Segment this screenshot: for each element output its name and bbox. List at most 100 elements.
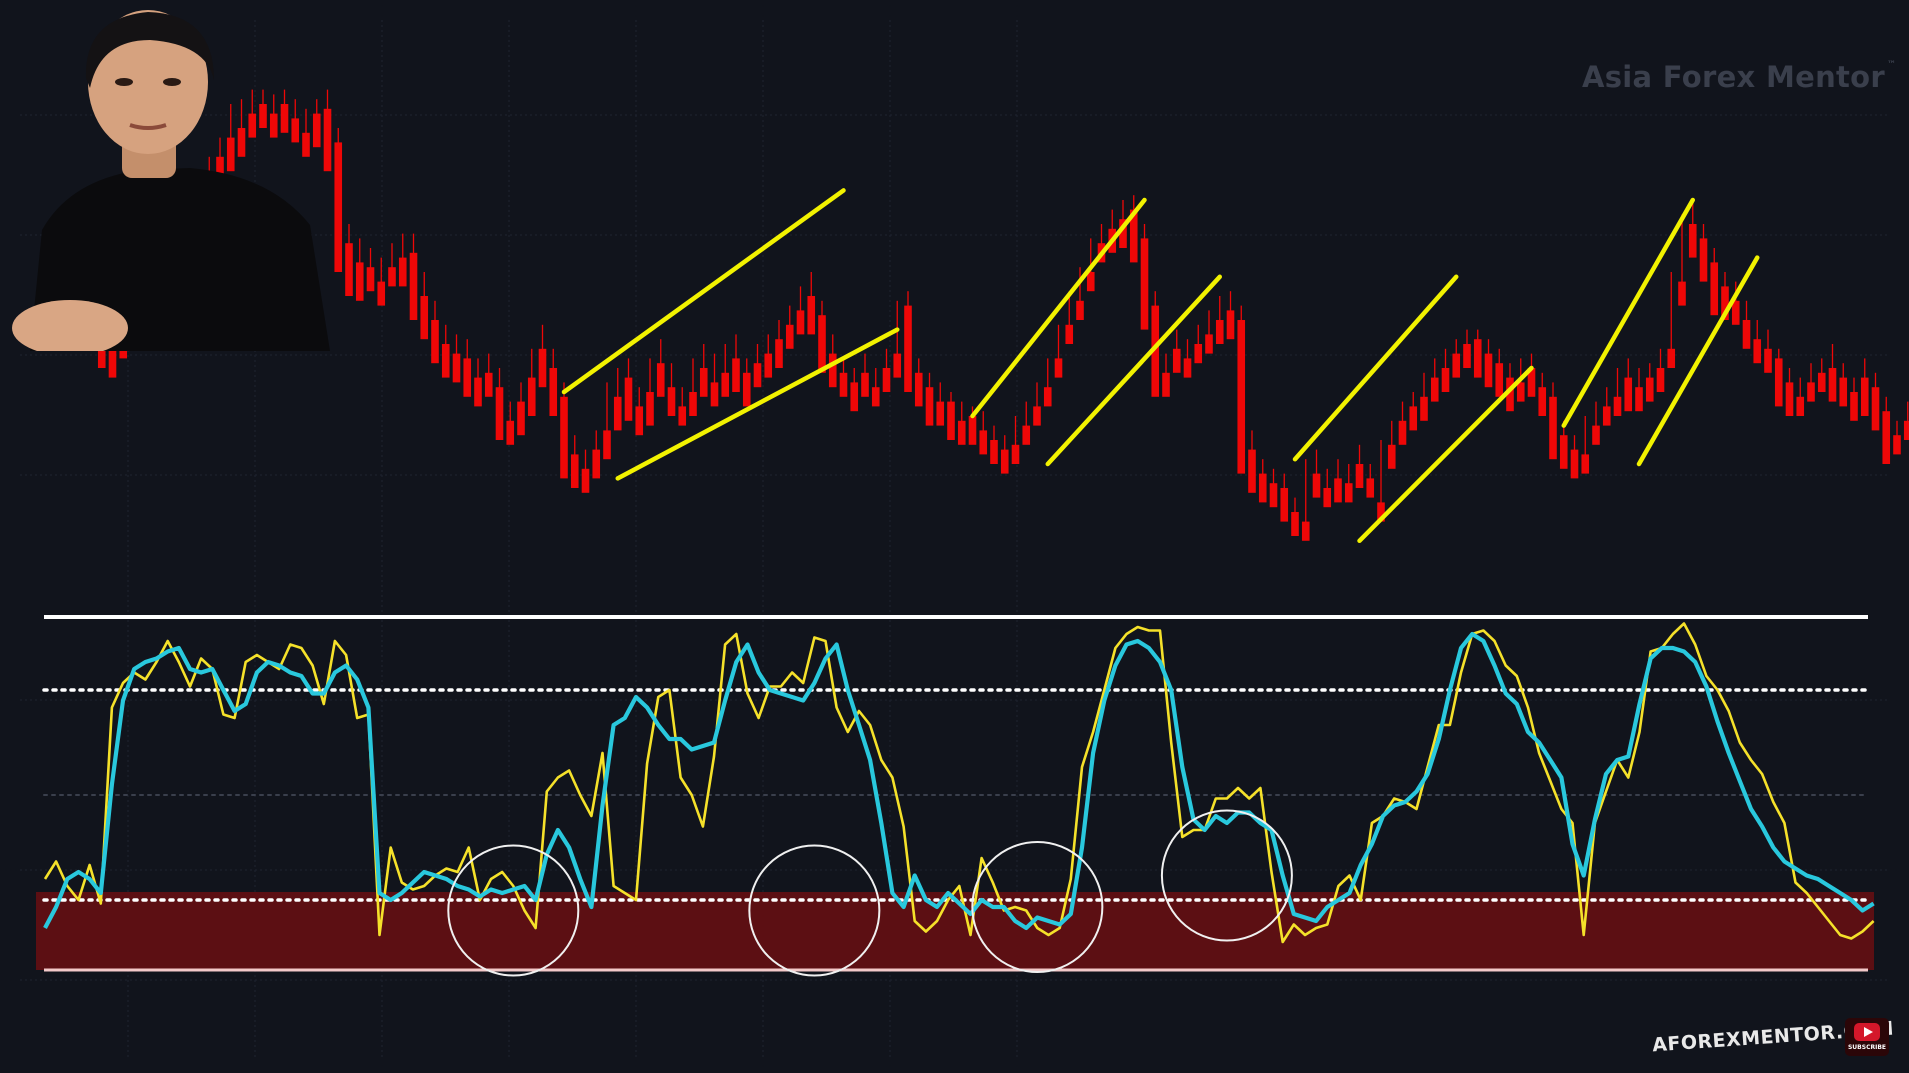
bearish-candle: [1205, 334, 1213, 354]
bearish-candle: [420, 296, 429, 340]
bearish-candle: [388, 267, 396, 287]
bearish-candle: [1602, 406, 1611, 426]
bearish-candle: [732, 358, 740, 392]
bearish-candle: [1334, 478, 1342, 503]
presenter-right-eye: [163, 78, 181, 86]
bearish-candle: [463, 358, 472, 397]
presenter-hair: [85, 12, 214, 88]
bearish-candle: [1731, 300, 1740, 325]
bearish-candle: [1344, 483, 1353, 503]
oscillator-slow-line: [43, 631, 1875, 931]
presenter-left-eye: [115, 78, 133, 86]
trend-channel-line: [970, 197, 1147, 419]
trend-channel-line: [615, 327, 900, 481]
bearish-candle: [710, 382, 719, 407]
bearish-candle: [1710, 262, 1719, 316]
bearish-candle: [334, 142, 343, 272]
bearish-candle: [785, 324, 794, 349]
bearish-candle: [904, 305, 912, 392]
bearish-candle: [302, 132, 310, 157]
bearish-candle: [226, 137, 235, 172]
bearish-candle: [366, 267, 375, 292]
bearish-candle: [1076, 300, 1084, 320]
bearish-candle: [1463, 344, 1471, 368]
bearish-candle: [1162, 372, 1170, 397]
oversold-highlight-circle: [971, 841, 1104, 973]
oversold-highlight-circle: [1160, 809, 1293, 942]
bearish-candle: [355, 262, 364, 301]
bearish-candle: [796, 310, 805, 335]
bearish-candle: [1635, 387, 1643, 412]
bearish-candle: [312, 113, 321, 148]
bearish-candle: [957, 420, 966, 445]
presenter-figure: [12, 10, 330, 351]
bearish-candle: [1721, 286, 1729, 320]
oversold-zone: [36, 892, 1874, 970]
bearish-candle: [398, 257, 407, 287]
trend-channel-line: [1561, 197, 1695, 428]
bearish-candle: [431, 320, 439, 364]
bearish-candle: [753, 363, 762, 388]
bearish-candle: [1022, 425, 1031, 445]
bearish-candle: [689, 392, 697, 416]
bearish-candle: [1785, 382, 1794, 416]
oversold-highlight-circle: [447, 844, 580, 977]
bearish-candle: [828, 353, 837, 388]
bearish-candle: [1226, 310, 1235, 340]
bearish-candle: [613, 396, 622, 431]
bearish-candle: [259, 104, 267, 128]
subscribe-badge[interactable]: SUBSCRIBE: [1845, 1018, 1889, 1056]
bearish-candle: [248, 113, 257, 138]
bearish-candle: [656, 363, 665, 397]
bearish-candle: [1000, 449, 1009, 474]
bearish-candle: [893, 353, 902, 378]
presenter-mouth: [129, 123, 167, 130]
bearish-candle: [1506, 377, 1514, 412]
bearish-candle: [1172, 348, 1181, 373]
bearish-candle: [549, 368, 558, 416]
bearish-candle: [1312, 473, 1321, 498]
bearish-candle: [678, 406, 687, 426]
bearish-candle: [807, 296, 816, 335]
brand-name: Asia Forex Mentor: [1582, 60, 1886, 94]
bearish-candle: [517, 401, 525, 436]
bearish-candle: [1893, 435, 1901, 455]
bearish-candle: [968, 416, 977, 445]
bearish-candle: [646, 392, 654, 426]
bearish-candle: [1753, 339, 1762, 364]
bearish-candle: [1796, 396, 1805, 416]
bearish-candle: [699, 368, 708, 397]
bearish-candle: [570, 454, 579, 488]
bearish-candle: [990, 440, 998, 464]
bearish-candle: [280, 104, 289, 133]
bearish-candle: [1033, 406, 1041, 426]
bearish-candle: [882, 368, 891, 392]
bearish-candle: [1839, 377, 1848, 407]
bearish-candle: [1592, 425, 1600, 445]
bearish-candle: [409, 252, 418, 320]
bearish-candle: [216, 156, 224, 186]
bearish-candle: [667, 387, 676, 416]
bearish-candle: [1194, 344, 1203, 364]
bearish-candle: [1011, 444, 1020, 464]
bearish-candle: [1678, 281, 1686, 306]
bearish-candle: [1086, 272, 1095, 292]
bearish-candle: [1065, 324, 1074, 344]
bearish-candle: [914, 372, 923, 407]
bearish-candle: [1151, 305, 1160, 397]
trend-channel-line: [1045, 274, 1222, 467]
bearish-candle: [1430, 377, 1439, 402]
bearish-candle: [1656, 368, 1665, 392]
bearish-candle: [1301, 521, 1310, 541]
trend-channel-line: [1357, 365, 1534, 544]
bearish-candle: [1237, 320, 1246, 474]
bearish-candle: [269, 113, 278, 138]
bearish-candle: [1764, 348, 1772, 373]
bearish-candle: [452, 353, 461, 383]
bearish-candle: [441, 344, 450, 378]
bearish-candle: [1667, 348, 1676, 368]
bearish-candle: [624, 377, 633, 421]
bearish-candle: [1355, 464, 1364, 488]
bearish-candle: [871, 387, 880, 407]
